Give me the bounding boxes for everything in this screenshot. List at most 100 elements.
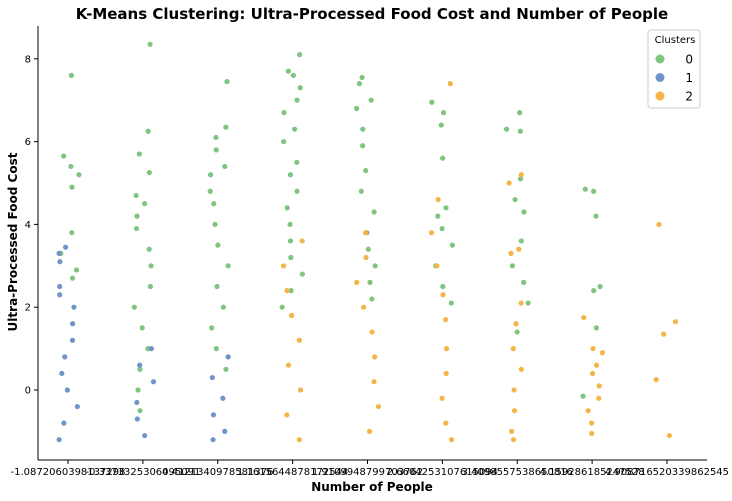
legend-label-cluster-2: 2 [685,90,693,104]
data-point-cluster-0 [356,81,363,87]
data-point-cluster-2 [375,403,382,410]
data-point-cluster-0 [146,170,152,176]
data-point-cluster-0 [448,300,454,306]
y-tick-label: 8 [25,54,31,65]
data-point-cluster-2 [435,196,441,203]
data-point-cluster-0 [213,134,219,141]
data-point-cluster-0 [358,188,364,194]
data-point-cluster-0 [440,283,446,290]
legend-box [647,29,701,109]
data-point-cluster-2 [511,408,518,414]
data-point-cluster-2 [361,304,367,310]
x-tick-label: 1.1615644878172544 [237,467,348,478]
data-point-cluster-2 [518,300,524,306]
data-point-cluster-2 [443,370,449,377]
data-point-cluster-0 [591,288,597,294]
data-point-cluster-0 [438,122,444,128]
data-point-cluster-0 [512,196,518,203]
data-point-cluster-2 [596,395,602,401]
data-point-cluster-0 [509,263,516,269]
data-point-cluster-0 [443,205,449,211]
data-point-cluster-0 [288,288,294,294]
x-tick-label: 1.9109948799703762 [312,467,423,478]
data-point-cluster-2 [448,437,455,443]
legend: Clusters 0 1 2 [647,29,701,109]
y-tick-label: 0 [25,386,31,397]
data-point-cluster-0 [207,188,213,194]
data-point-cluster-0 [142,201,148,207]
data-point-cluster-2 [440,292,446,298]
y-axis-label: Ultra-Processed Food Cost [6,152,20,331]
data-point-cluster-2 [585,408,591,414]
data-point-cluster-1 [57,259,63,265]
data-point-cluster-1 [57,292,63,298]
x-tick-label: 4.159286185247528 [540,467,645,478]
legend-label-cluster-1: 1 [685,71,693,85]
legend-label-cluster-0: 0 [685,53,693,67]
legend-items: 0 1 2 [655,53,693,104]
data-point-cluster-0 [281,139,287,145]
data-point-cluster-2 [510,346,516,352]
data-point-cluster-0 [287,221,293,227]
data-point-cluster-2 [581,314,587,321]
data-point-cluster-2 [443,346,450,352]
data-point-cluster-1 [56,250,62,256]
data-point-cluster-0 [439,225,445,232]
data-point-cluster-1 [209,374,215,381]
data-point-cluster-2 [362,230,369,236]
data-point-cluster-2 [589,370,596,377]
data-point-cluster-2 [296,337,302,343]
data-point-cluster-2 [434,263,440,269]
data-point-cluster-2 [509,428,515,434]
x-tick-label: -0.3373325306495091 [85,467,200,478]
y-tick-label: 4 [25,220,31,231]
data-point-cluster-0 [363,167,369,174]
data-point-cluster-0 [368,97,374,103]
data-point-cluster-2 [511,387,517,393]
data-point-cluster-0 [297,52,303,58]
data-point-cluster-0 [367,279,373,285]
data-point-cluster-0 [279,304,285,310]
data-point-cluster-1 [71,304,77,310]
data-point-cluster-0 [131,304,137,310]
data-point-cluster-2 [516,246,522,252]
data-point-cluster-2 [508,250,514,256]
data-point-cluster-0 [287,172,294,178]
data-point-cluster-1 [59,370,65,377]
data-point-cluster-0 [521,279,527,285]
data-point-cluster-1 [69,337,76,343]
data-point-cluster-0 [435,213,441,219]
data-point-cluster-2 [428,230,435,236]
data-point-cluster-2 [363,254,369,261]
data-point-cluster-0 [440,110,447,116]
data-point-cluster-0 [284,205,290,211]
data-point-cluster-0 [287,238,294,244]
data-point-cluster-1 [148,346,154,352]
data-point-cluster-1 [70,321,76,327]
data-point-cluster-0 [291,126,298,132]
data-point-cluster-0 [224,78,230,85]
data-point-cluster-2 [653,377,659,383]
data-point-cluster-2 [285,362,292,368]
data-point-cluster-0 [593,325,599,331]
data-point-cluster-2 [589,430,595,437]
data-point-cluster-1 [64,387,70,393]
data-point-cluster-0 [148,263,154,269]
data-point-cluster-0 [139,325,145,331]
y-axis-ticks: 0 2 4 6 8 [25,54,38,397]
data-point-cluster-0 [73,267,80,273]
data-point-cluster-2 [672,319,679,325]
y-tick-label: 2 [25,303,31,314]
data-point-cluster-2 [369,329,375,335]
data-point-cluster-0 [365,246,371,252]
data-point-cluster-0 [597,283,603,290]
data-point-cluster-0 [354,105,360,112]
data-point-cluster-2 [354,279,360,285]
data-point-cluster-0 [359,74,365,81]
legend-marker-cluster-0 [655,54,665,64]
data-point-cluster-1 [210,437,216,443]
data-point-cluster-0 [290,72,297,78]
data-point-cluster-0 [135,387,141,393]
data-point-cluster-0 [294,159,300,165]
